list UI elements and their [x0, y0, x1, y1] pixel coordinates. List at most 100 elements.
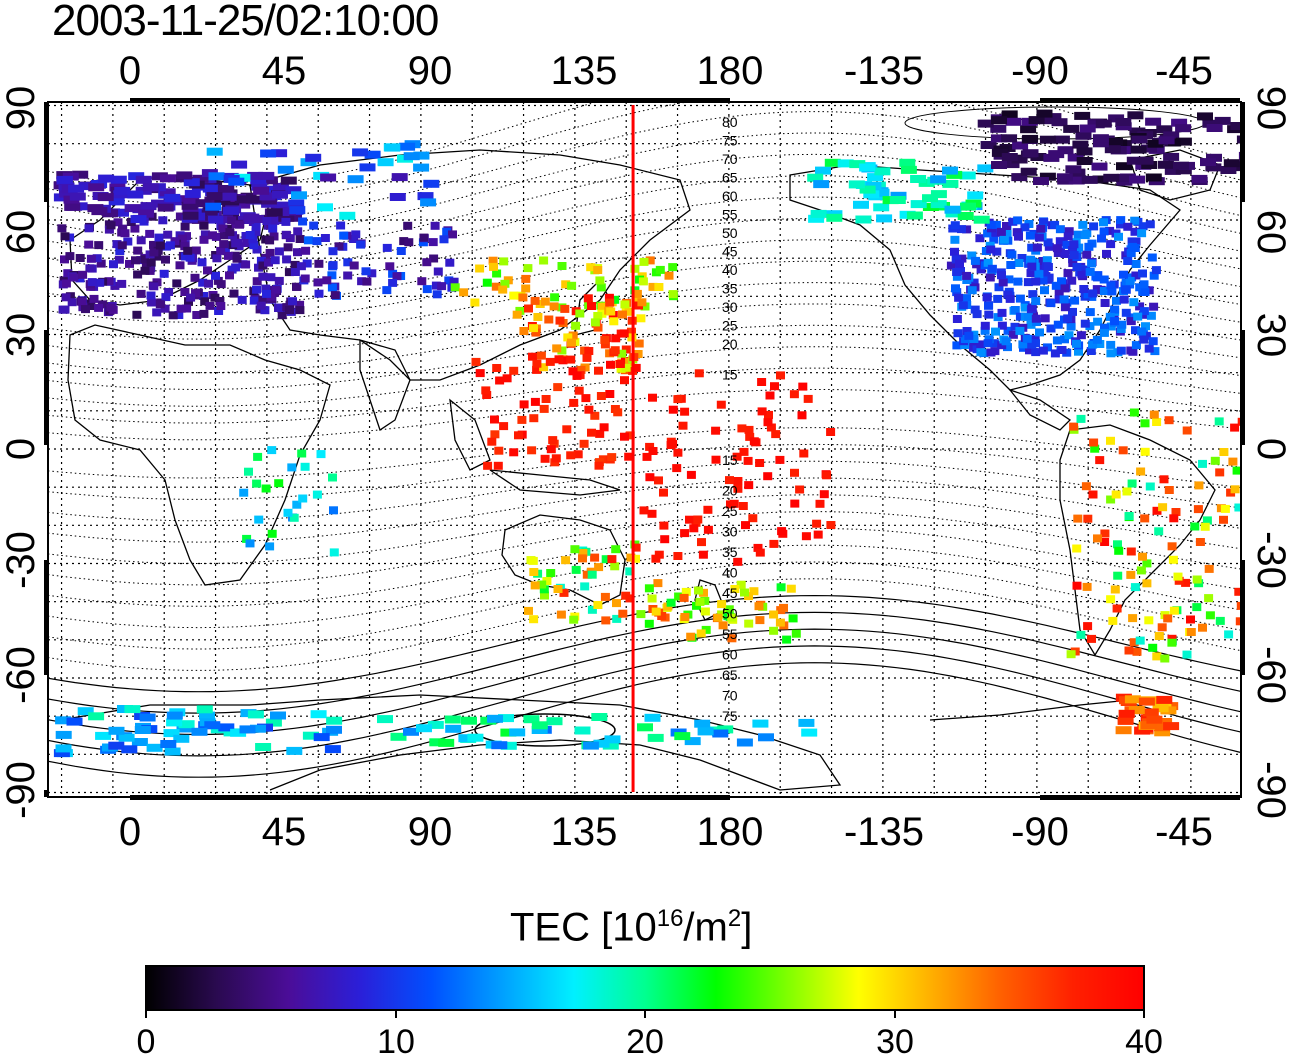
- tec-cell: [1206, 153, 1222, 162]
- tec-cell: [645, 473, 655, 482]
- contour-line: [48, 477, 1241, 543]
- tec-cell: [155, 241, 165, 250]
- tec-cell: [946, 261, 956, 270]
- tec-cell: [837, 159, 854, 168]
- tec-cell: [420, 198, 437, 207]
- tec-cell: [1026, 269, 1036, 278]
- tec-cell: [191, 289, 200, 298]
- tec-cell: [1036, 224, 1046, 233]
- tec-cell: [859, 163, 876, 172]
- tec-cell: [530, 397, 540, 406]
- tec-cell: [197, 258, 207, 267]
- tec-cell: [96, 259, 106, 268]
- tec-cell: [572, 371, 582, 380]
- tec-cell: [530, 296, 540, 305]
- tec-cell: [554, 355, 564, 364]
- tec-cell: [251, 227, 261, 236]
- lon-tick-label-top: 180: [697, 49, 764, 93]
- tec-cell: [217, 185, 234, 193]
- tec-cell: [216, 246, 226, 255]
- tec-cell: [1163, 131, 1180, 140]
- tec-cell: [1059, 295, 1069, 304]
- tec-cell: [182, 211, 199, 220]
- tec-cell: [775, 455, 785, 464]
- tec-cell: [117, 241, 127, 250]
- tec-cell: [258, 295, 268, 304]
- tec-cell: [991, 161, 1007, 169]
- tec-cell: [449, 277, 459, 286]
- tec-cell: [334, 242, 344, 251]
- tec-cell: [994, 283, 1004, 292]
- tec-cell: [1001, 153, 1018, 161]
- tec-cell: [172, 279, 182, 288]
- tec-cell: [1003, 326, 1013, 335]
- tec-cell: [1001, 337, 1011, 346]
- tec-cell: [239, 488, 249, 497]
- tec-cell: [1052, 336, 1062, 345]
- tec-cell: [146, 291, 156, 300]
- tec-cell: [225, 228, 235, 237]
- tec-cell: [1040, 286, 1049, 295]
- tec-cell: [142, 183, 159, 192]
- tec-cell: [1060, 250, 1070, 258]
- tec-cell: [500, 728, 517, 737]
- tec-cell: [569, 398, 579, 407]
- lat-tick-label-left: 0: [0, 438, 43, 460]
- tec-cell: [1075, 131, 1092, 140]
- tec-cell: [283, 508, 293, 517]
- tec-cell: [1072, 263, 1082, 271]
- tec-cell: [749, 587, 759, 596]
- tec-cell: [418, 238, 428, 247]
- tec-cell: [1062, 240, 1072, 249]
- tec-cell: [489, 262, 498, 271]
- tec-cell: [556, 610, 566, 619]
- tec-cell: [1145, 117, 1162, 126]
- tec-cell: [584, 405, 594, 414]
- tec-cell: [235, 220, 244, 229]
- tec-cell: [225, 271, 234, 280]
- tec-cell: [605, 390, 615, 398]
- tec-cell: [268, 224, 278, 233]
- tec-cell: [145, 266, 155, 275]
- tec-cell: [165, 241, 175, 250]
- tec-observations: [53, 109, 1241, 758]
- tec-cell: [170, 237, 180, 246]
- tec-cell: [607, 453, 617, 462]
- tec-cell: [782, 635, 792, 644]
- tec-cell: [498, 714, 514, 723]
- lat-tick-label-left: 30: [0, 313, 43, 358]
- tec-cell: [1122, 487, 1132, 496]
- tec-cell: [983, 339, 993, 348]
- tec-cell: [1073, 514, 1083, 523]
- tec-cell: [1106, 281, 1116, 290]
- tec-cell: [312, 490, 322, 499]
- tec-cell: [1115, 118, 1132, 126]
- tec-cell: [1237, 417, 1241, 426]
- tec-cell: [985, 273, 995, 282]
- tec-cell: [192, 174, 209, 183]
- tec-cell: [983, 258, 993, 267]
- tec-cell: [561, 556, 571, 565]
- tec-cell: [1043, 238, 1053, 247]
- tec-cell: [377, 715, 393, 724]
- tec-cell: [514, 431, 523, 440]
- tec-cell: [388, 278, 398, 287]
- tec-cell: [753, 543, 763, 552]
- tec-cell: [1116, 162, 1132, 171]
- tec-cell: [1104, 145, 1121, 154]
- tec-cell: [206, 192, 223, 201]
- tec-cell: [616, 364, 626, 373]
- tec-cell: [113, 208, 129, 217]
- contour-line: [48, 132, 1241, 239]
- tec-cell: [764, 410, 773, 419]
- tec-cell: [1131, 341, 1141, 350]
- tec-cell: [596, 392, 606, 400]
- tec-cell: [1130, 227, 1140, 236]
- tec-cell: [779, 603, 788, 612]
- tec-cell: [494, 446, 504, 455]
- tec-cell: [680, 529, 690, 538]
- tec-cell: [282, 255, 292, 264]
- tec-cell: [1076, 414, 1086, 423]
- tec-cell: [618, 609, 628, 618]
- tec-cell: [184, 189, 201, 198]
